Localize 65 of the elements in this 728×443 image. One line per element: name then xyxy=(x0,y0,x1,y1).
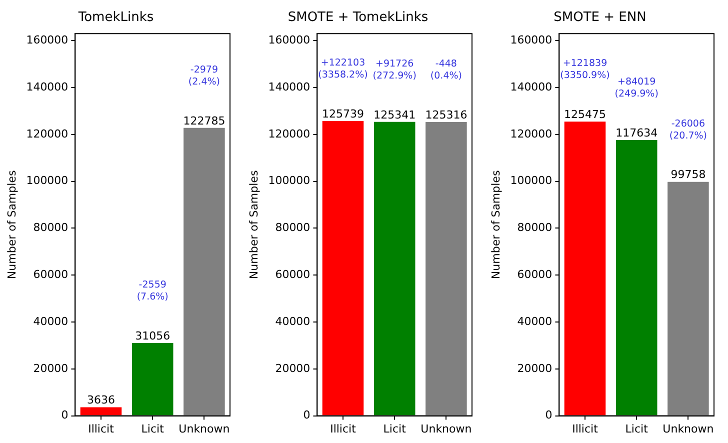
y-tick-label: 140000 xyxy=(268,80,310,94)
y-tick-label: 160000 xyxy=(268,33,310,46)
bar xyxy=(184,128,225,416)
x-tick-label: Licit xyxy=(383,422,407,436)
y-tick-label: 40000 xyxy=(275,314,310,328)
bar xyxy=(564,122,606,416)
y-tick-label: 40000 xyxy=(33,314,68,328)
y-tick-label: 140000 xyxy=(26,80,68,94)
bar xyxy=(616,140,658,416)
y-tick-label: 100000 xyxy=(26,174,68,188)
y-tick-label: 120000 xyxy=(26,127,68,140)
chart-title: SMOTE + TomekLinks xyxy=(288,10,428,26)
bar xyxy=(80,407,122,416)
y-tick-label: 60000 xyxy=(33,268,68,281)
data-label: 125341 xyxy=(374,108,416,122)
bar xyxy=(132,342,174,416)
annotation: +121839 (3350.9%) xyxy=(560,58,610,82)
y-tick-label: 100000 xyxy=(510,174,552,188)
x-tick-label: Unknown xyxy=(420,422,472,436)
y-tick-label: 80000 xyxy=(33,221,68,234)
y-tick-label: 80000 xyxy=(517,221,552,234)
y-tick-label: 80000 xyxy=(275,221,310,234)
y-axis-title: Number of Samples xyxy=(247,170,260,280)
y-tick-label: 120000 xyxy=(510,127,552,140)
y-tick-label: 140000 xyxy=(510,80,552,94)
annotation: -2559 (7.6%) xyxy=(136,279,168,302)
x-tick-label: Illicit xyxy=(88,422,115,436)
annotation: +91726 (272.9%) xyxy=(372,58,416,82)
data-label: 99758 xyxy=(670,168,706,182)
bar xyxy=(668,182,709,416)
x-tick-label: Licit xyxy=(141,422,165,436)
y-axis-title: Number of Samples xyxy=(489,170,502,280)
data-label: 31056 xyxy=(135,329,170,342)
annotation: -2979 (2.4%) xyxy=(188,64,220,88)
x-tick-label: Illicit xyxy=(572,422,599,436)
y-tick-label: 0 xyxy=(61,408,68,422)
y-tick-label: 160000 xyxy=(510,33,552,46)
data-label: 3636 xyxy=(86,394,115,407)
chart-title: TomekLinks xyxy=(77,10,154,26)
y-tick-label: 20000 xyxy=(517,362,552,375)
y-tick-label: 120000 xyxy=(268,127,310,140)
data-label: 125316 xyxy=(425,108,468,122)
x-tick-label: Illicit xyxy=(330,422,357,436)
chart-title: SMOTE + ENN xyxy=(554,10,646,26)
x-tick-label: Unknown xyxy=(178,422,230,436)
annotation: +84019 (249.9%) xyxy=(614,76,658,100)
annotation: -26006 (20.7%) xyxy=(669,118,707,142)
y-tick-label: 20000 xyxy=(33,362,68,375)
annotation: -448 (0.4%) xyxy=(430,58,462,82)
y-tick-label: 160000 xyxy=(26,33,68,46)
annotation: +122103 (3358.2%) xyxy=(318,57,368,80)
data-label: 117634 xyxy=(616,126,658,140)
y-tick-label: 40000 xyxy=(517,314,552,328)
y-tick-label: 60000 xyxy=(275,268,310,281)
y-tick-label: 20000 xyxy=(275,362,310,375)
data-label: 125739 xyxy=(322,107,364,120)
y-tick-label: 100000 xyxy=(268,174,310,188)
data-label: 125475 xyxy=(564,108,606,121)
data-label: 122785 xyxy=(183,114,226,128)
y-axis-title: Number of Samples xyxy=(5,170,18,280)
y-tick-label: 0 xyxy=(303,408,310,422)
x-tick-label: Unknown xyxy=(662,422,714,436)
y-tick-label: 0 xyxy=(545,408,552,422)
y-tick-label: 60000 xyxy=(517,268,552,281)
x-tick-label: Licit xyxy=(625,422,649,436)
